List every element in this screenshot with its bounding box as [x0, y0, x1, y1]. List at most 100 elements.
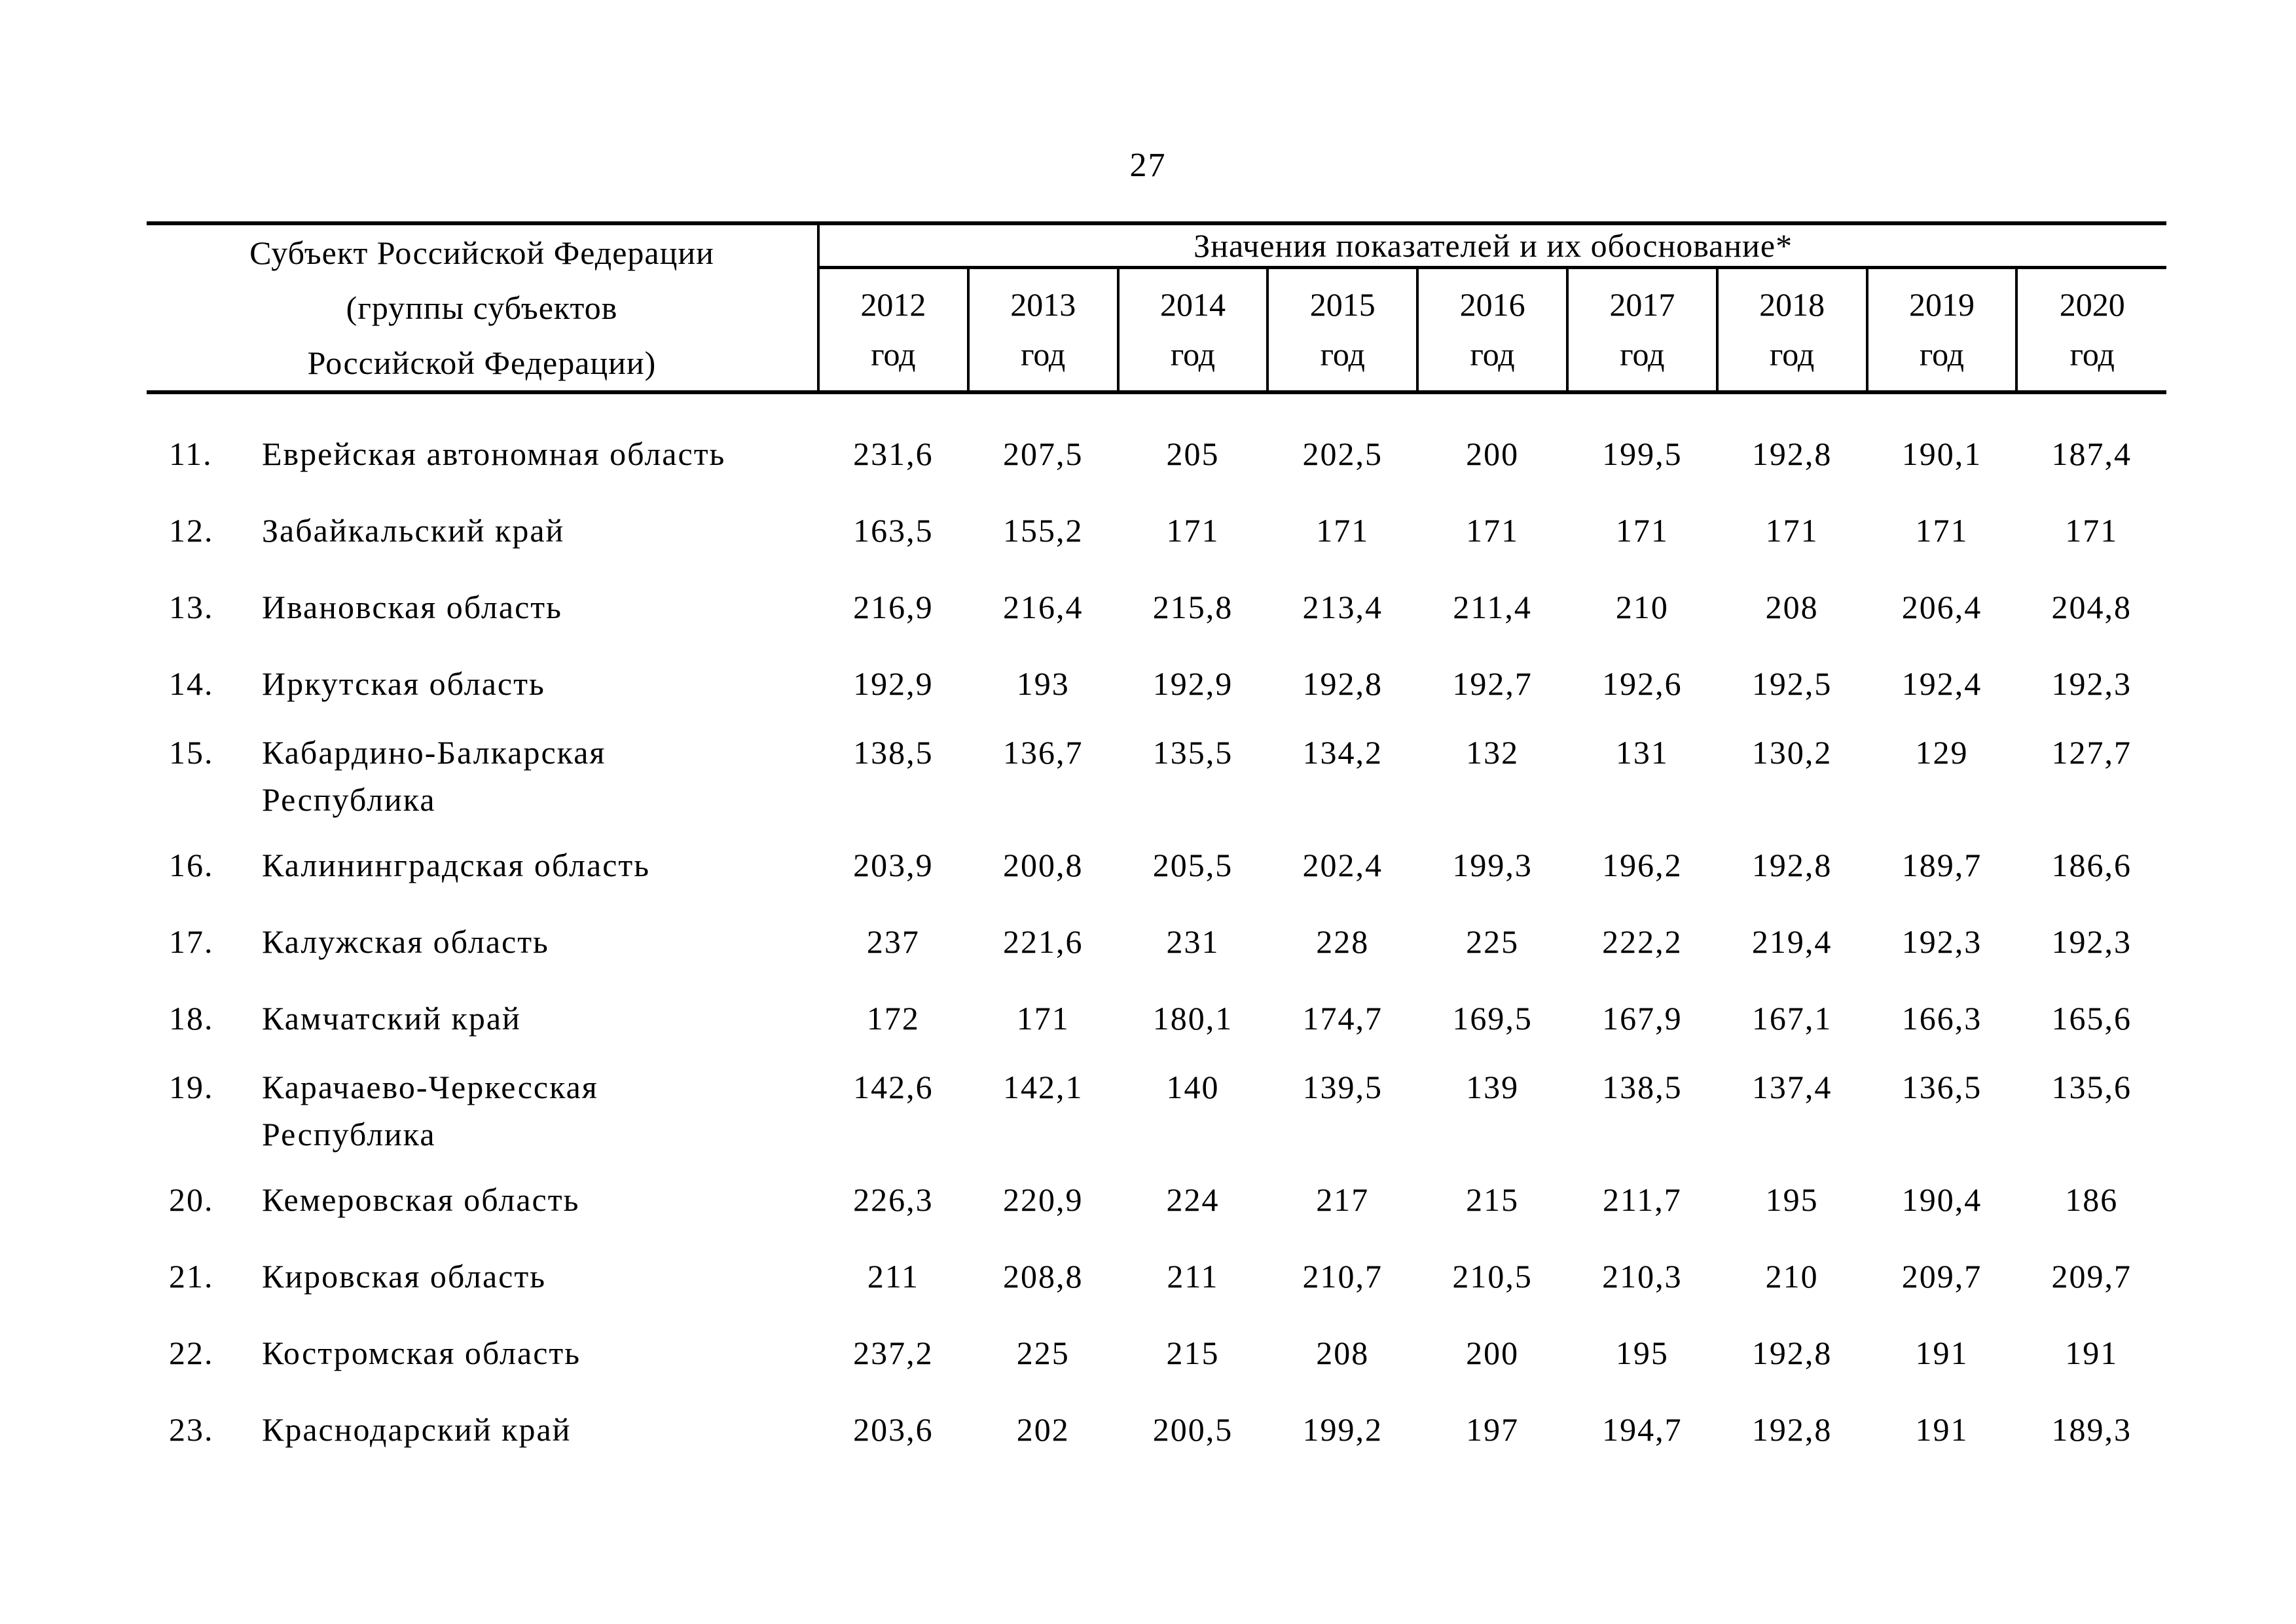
region-name: Иркутская область	[262, 665, 545, 702]
table-row: 17. Калужская область 237 221,6 231 228 225 2…	[147, 904, 2166, 980]
region-cell: 15. Кабардино-Балкарская Республика	[147, 722, 818, 827]
value-cell: 189,3	[2051, 1411, 2132, 1448]
value-cell: 200	[1466, 435, 1520, 472]
year-unit-label: год	[1919, 336, 1965, 373]
table-body: 11. Еврейская автономная область 231,6 20…	[147, 392, 2166, 1468]
value-cell: 191	[1915, 1411, 1969, 1448]
year-label: 2019	[1908, 286, 1975, 323]
value-cell: 165,6	[2051, 1000, 2132, 1037]
value-cell: 192,3	[2051, 665, 2132, 702]
year-unit-label: год	[2069, 336, 2115, 373]
value-cell: 211,4	[1453, 589, 1532, 625]
year-label: 2012	[860, 286, 926, 323]
table-row: 23. Краснодарский край 203,6 202 200,5 199,…	[147, 1392, 2166, 1468]
value-cell: 224	[1166, 1181, 1220, 1218]
value-cell: 197	[1466, 1411, 1520, 1448]
row-number: 18.	[169, 1000, 214, 1037]
value-cell: 208,8	[1002, 1258, 1084, 1295]
year-unit-label: год	[1021, 336, 1066, 373]
value-cell: 192,7	[1452, 665, 1533, 702]
value-cell: 210,3	[1602, 1258, 1683, 1295]
table-row: 22. Костромская область 237,2 225 215 208 20…	[147, 1315, 2166, 1392]
value-cell: 192,4	[1901, 665, 1982, 702]
value-cell: 187,4	[2051, 435, 2132, 472]
subject-column-header: Субъект Российской Федерации (группы суб…	[147, 221, 820, 394]
table-row: 13. Ивановская область 216,9 216,4 215,8 21…	[147, 569, 2166, 646]
value-cell: 192,6	[1602, 665, 1683, 702]
region-cell: 19. Карачаево-Черкесская Республика	[147, 1057, 818, 1162]
table-row: 20. Кемеровская область 226,3 220,9 224 217…	[147, 1162, 2166, 1238]
region-name: Кировская область	[262, 1258, 547, 1295]
year-label: 2014	[1159, 286, 1226, 323]
value-cell: 195	[1615, 1335, 1669, 1371]
value-cell: 186	[2065, 1181, 2119, 1218]
value-cell: 142,1	[1002, 1069, 1084, 1105]
region-cell: 18. Камчатский край	[147, 980, 818, 1057]
year-column-header: 2014 год	[1116, 267, 1268, 394]
table-header: Субъект Российской Федерации (группы суб…	[147, 221, 2167, 394]
value-cell: 199,2	[1302, 1411, 1383, 1448]
year-column-header: 2018 год	[1715, 267, 1867, 394]
value-cell: 231,6	[853, 435, 934, 472]
row-number: 19.	[169, 1069, 214, 1105]
region-name: Краснодарский край	[262, 1411, 572, 1448]
year-label: 2015	[1309, 286, 1376, 323]
table-row: 14. Иркутская область 192,9 193 192,9 192,8…	[147, 646, 2166, 722]
value-cell: 174,7	[1302, 1000, 1383, 1037]
value-cell: 213,4	[1302, 589, 1383, 625]
value-cell: 225	[1466, 923, 1520, 960]
year-unit-label: год	[871, 336, 916, 373]
year-label: 2016	[1459, 286, 1525, 323]
value-cell: 207,5	[1002, 435, 1084, 472]
region-cell: 21. Кировская область	[147, 1238, 818, 1315]
value-cell: 171	[1016, 1000, 1070, 1037]
region-name: Кабардино-Балкарская Республика	[262, 734, 606, 818]
value-cell: 190,4	[1901, 1181, 1982, 1218]
value-cell: 171	[1466, 512, 1520, 549]
year-unit-label: год	[1320, 336, 1365, 373]
year-unit-label: год	[1770, 336, 1815, 373]
row-number: 22.	[169, 1335, 214, 1371]
region-name: Камчатский край	[262, 1000, 521, 1037]
value-cell: 135,5	[1152, 734, 1233, 771]
value-cell: 219,4	[1751, 923, 1832, 960]
value-cell: 209,7	[1901, 1258, 1982, 1295]
value-cell: 202,4	[1302, 847, 1383, 883]
value-cell: 190,1	[1901, 435, 1982, 472]
value-cell: 171	[1316, 512, 1370, 549]
value-cell: 142,6	[853, 1069, 934, 1105]
value-cell: 208	[1765, 589, 1819, 625]
value-cell: 180,1	[1152, 1000, 1233, 1037]
value-cell: 206,4	[1901, 589, 1982, 625]
year-header-row: 2012 год 2013 год 2014 год 2015 год 2016…	[147, 267, 2167, 394]
row-number: 12.	[169, 512, 214, 549]
value-cell: 216,9	[853, 589, 934, 625]
region-cell: 13. Ивановская область	[147, 569, 818, 646]
value-cell: 200,8	[1002, 847, 1084, 883]
value-cell: 231	[1166, 923, 1220, 960]
value-cell: 135,6	[2051, 1069, 2132, 1105]
row-number: 11.	[169, 435, 213, 472]
value-cell: 192,8	[1751, 435, 1832, 472]
value-cell: 167,1	[1751, 1000, 1832, 1037]
value-cell: 210	[1765, 1258, 1819, 1295]
table-row: 12. Забайкальский край 163,5 155,2 171 171 1…	[147, 492, 2166, 569]
region-cell: 20. Кемеровская область	[147, 1162, 818, 1238]
value-cell: 193	[1016, 665, 1070, 702]
row-number: 16.	[169, 847, 214, 883]
value-cell: 172	[866, 1000, 920, 1037]
region-name: Калужская область	[262, 923, 549, 960]
value-cell: 171	[1765, 512, 1819, 549]
row-number: 21.	[169, 1258, 214, 1295]
value-cell: 192,5	[1751, 665, 1832, 702]
value-cell: 205	[1166, 435, 1220, 472]
table-row: 18. Камчатский край 172 171 180,1 174,7 169,…	[147, 980, 2166, 1057]
region-name: Карачаево-Черкесская Республика	[262, 1069, 598, 1153]
value-cell: 191	[1915, 1335, 1969, 1371]
value-cell: 215,8	[1152, 589, 1233, 625]
value-cell: 189,7	[1901, 847, 1982, 883]
value-cell: 132	[1466, 734, 1520, 771]
year-column-header: 2012 год	[818, 267, 968, 394]
indicators-table: Субъект Российской Федерации (группы суб…	[147, 221, 2167, 1468]
value-cell: 186,6	[2051, 847, 2132, 883]
